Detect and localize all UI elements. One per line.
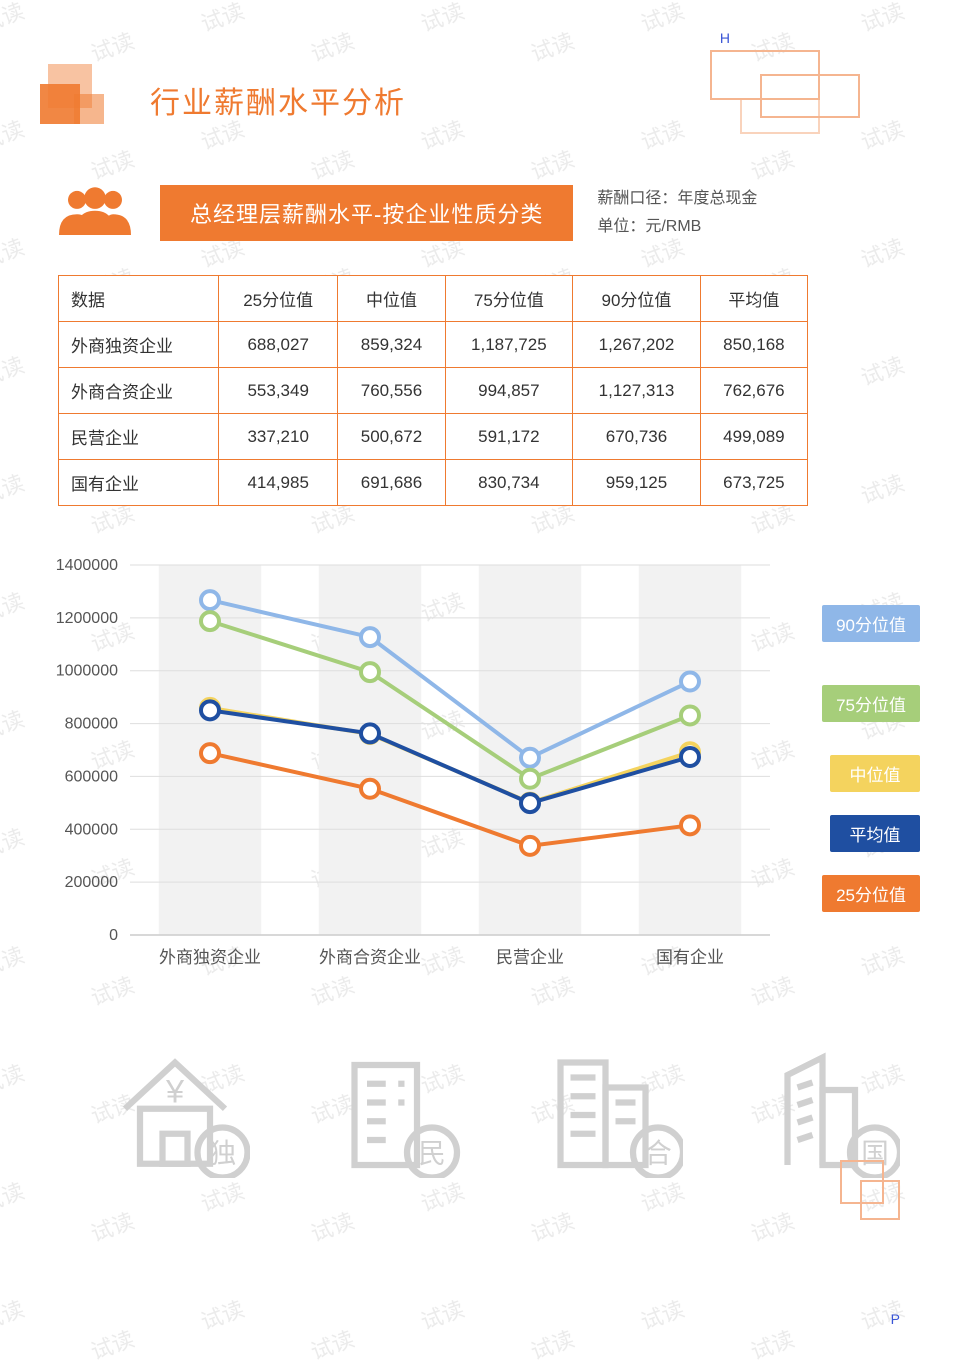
table-cell: 414,985: [219, 460, 338, 506]
chart-canvas: 0 200000 400000 600000 800000 1000000 1200000 1…: [40, 555, 920, 985]
footer-letter: P: [891, 1311, 900, 1327]
table-cell: 850,168: [700, 322, 807, 368]
svg-text:外商独资企业: 外商独资企业: [159, 948, 261, 967]
table-cell: 762,676: [700, 368, 807, 414]
table-cell: 337,210: [219, 414, 338, 460]
svg-text:¥: ¥: [165, 1074, 185, 1110]
table-cell: 1,127,313: [573, 368, 701, 414]
svg-text:国有企业: 国有企业: [656, 948, 724, 967]
svg-text:1200000: 1200000: [56, 610, 118, 627]
header-corner-letter: H: [720, 30, 730, 46]
legend-item: 75分位值: [822, 685, 920, 722]
meta-line-2: 单位：元/RMB: [597, 213, 757, 240]
svg-text:合: 合: [645, 1138, 673, 1169]
section-meta: 薪酬口径：年度总现金 单位：元/RMB: [597, 185, 757, 239]
table-cell: 688,027: [219, 322, 338, 368]
svg-text:民营企业: 民营企业: [496, 948, 564, 967]
people-group-icon: [50, 185, 140, 240]
svg-text:1400000: 1400000: [56, 557, 118, 574]
table-cell: 959,125: [573, 460, 701, 506]
table-cell: 591,172: [445, 414, 573, 460]
legend-item: 中位值: [830, 755, 920, 792]
legend-item: 25分位值: [822, 875, 920, 912]
table-row: 民营企业337,210500,672591,172670,736499,089: [59, 414, 808, 460]
table-cell: 外商合资企业: [59, 368, 219, 414]
table-header-cell: 平均值: [700, 276, 807, 322]
legend-item: 平均值: [830, 815, 920, 852]
svg-text:400000: 400000: [65, 821, 118, 838]
page-header: 行业薪酬水平分析 H: [40, 60, 920, 150]
table-header-cell: 75分位值: [445, 276, 573, 322]
table-cell: 830,734: [445, 460, 573, 506]
table-cell: 国有企业: [59, 460, 219, 506]
table-cell: 691,686: [338, 460, 445, 506]
state-owned-icon: 国: [750, 1040, 900, 1170]
salary-table: 数据25分位值中位值75分位值90分位值平均值 外商独资企业688,027859…: [58, 275, 808, 506]
section-banner: 总经理层薪酬水平-按企业性质分类: [160, 185, 573, 241]
private-icon: 民: [317, 1040, 467, 1170]
svg-text:600000: 600000: [65, 768, 118, 785]
table-cell: 民营企业: [59, 414, 219, 460]
table-cell: 859,324: [338, 322, 445, 368]
table-cell: 553,349: [219, 368, 338, 414]
svg-text:民: 民: [418, 1138, 446, 1169]
table-header-cell: 25分位值: [219, 276, 338, 322]
footer-decoration-rects-icon: [840, 1160, 920, 1230]
legend-item: 90分位值: [822, 605, 920, 642]
table-row: 国有企业414,985691,686830,734959,125673,725: [59, 460, 808, 506]
table-row: 外商独资企业688,027859,3241,187,7251,267,20285…: [59, 322, 808, 368]
entity-icons-row: ¥独民合国: [100, 1020, 900, 1170]
page-title: 行业薪酬水平分析: [150, 78, 406, 122]
table-cell: 760,556: [338, 368, 445, 414]
svg-text:1000000: 1000000: [56, 663, 118, 680]
svg-text:独: 独: [209, 1138, 237, 1169]
salary-line-chart: 0 200000 400000 600000 800000 1000000 1200000 1…: [40, 555, 920, 985]
table-cell: 673,725: [700, 460, 807, 506]
header-decoration-rects-icon: [700, 50, 900, 150]
section-header: 总经理层薪酬水平-按企业性质分类 薪酬口径：年度总现金 单位：元/RMB: [50, 185, 910, 240]
table-header-cell: 数据: [59, 276, 219, 322]
title-decoration-icon: [40, 60, 120, 140]
table-cell: 994,857: [445, 368, 573, 414]
table-cell: 670,736: [573, 414, 701, 460]
table-header-cell: 中位值: [338, 276, 445, 322]
svg-text:0: 0: [109, 927, 118, 944]
svg-text:外商合资企业: 外商合资企业: [319, 948, 421, 967]
meta-line-1: 薪酬口径：年度总现金: [597, 185, 757, 212]
table-header-cell: 90分位值: [573, 276, 701, 322]
table-cell: 1,267,202: [573, 322, 701, 368]
table-row: 外商合资企业553,349760,556994,8571,127,313762,…: [59, 368, 808, 414]
svg-text:200000: 200000: [65, 874, 118, 891]
table-cell: 500,672: [338, 414, 445, 460]
foreign-owned-icon: ¥独: [100, 1040, 250, 1170]
table-cell: 1,187,725: [445, 322, 573, 368]
title-block: 行业薪酬水平分析: [40, 60, 406, 140]
svg-text:800000: 800000: [65, 716, 118, 733]
table-cell: 外商独资企业: [59, 322, 219, 368]
table-cell: 499,089: [700, 414, 807, 460]
joint-venture-icon: 合: [533, 1040, 683, 1170]
